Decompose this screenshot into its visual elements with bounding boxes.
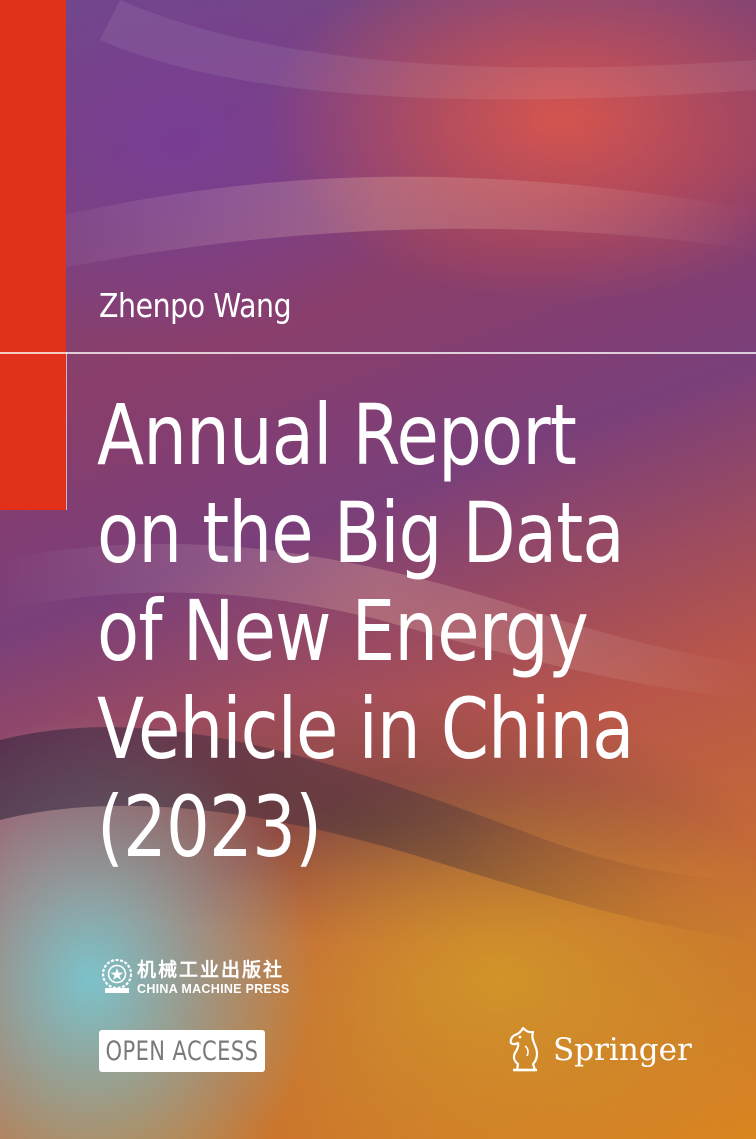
publisher-name-cn: 机械工业出版社 — [137, 959, 285, 981]
accent-bar — [0, 0, 66, 510]
springer-logo: Springer — [503, 1024, 703, 1076]
vertical-rule — [66, 352, 67, 510]
book-title: Annual Report on the Big Data of New Ene… — [97, 386, 737, 876]
china-machine-press-emblem-icon — [101, 958, 133, 993]
horizontal-rule — [0, 352, 756, 354]
title-line: Vehicle in China — [97, 680, 634, 778]
title-line: of New Energy — [97, 582, 589, 680]
title-line: Annual Report — [97, 386, 577, 484]
title-line: (2023) — [97, 778, 322, 876]
publisher-logo: 机械工业出版社 CHINA MACHINE PRESS — [99, 955, 319, 999]
author-name: Zhenpo Wang — [99, 286, 292, 325]
publisher-name-en: CHINA MACHINE PRESS — [137, 982, 290, 996]
springer-horse-icon — [509, 1026, 539, 1072]
springer-wordmark: Springer — [553, 1032, 692, 1068]
open-access-label: OPEN ACCESS — [105, 1035, 259, 1067]
open-access-badge: OPEN ACCESS — [99, 1030, 265, 1072]
title-line: on the Big Data — [97, 484, 625, 582]
